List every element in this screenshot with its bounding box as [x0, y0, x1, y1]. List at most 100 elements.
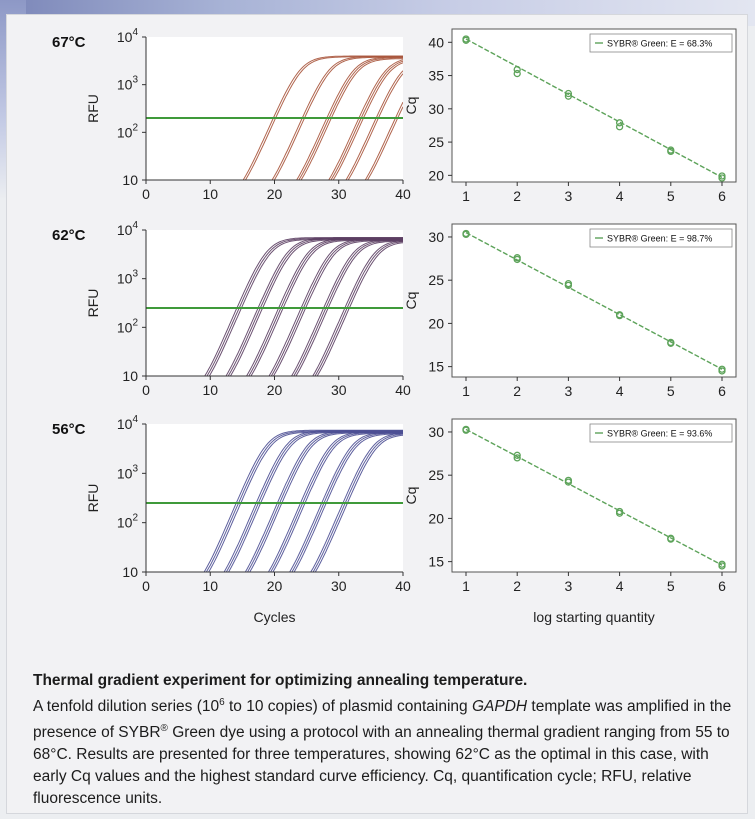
- y-tick-label: 25: [428, 272, 444, 288]
- plot-area: [451, 28, 737, 183]
- standard-curve-x-axis-label: log starting quantity: [533, 609, 654, 625]
- x-tick-label: 3: [565, 188, 573, 204]
- data-point: [462, 230, 470, 239]
- y-tick-exponent: 2: [132, 317, 138, 328]
- data-point: [462, 36, 470, 44]
- data-point: [718, 367, 726, 375]
- y-tick-label: 15: [428, 554, 444, 570]
- x-tick-label: 0: [142, 186, 150, 202]
- data-point: [513, 255, 521, 264]
- y-tick-label: 10: [122, 368, 138, 384]
- data-point: [718, 174, 726, 182]
- legend: SYBR® Green: E = 98.7%: [589, 228, 733, 248]
- amplification-curve: [244, 430, 403, 572]
- y-tick-label: 10: [122, 172, 138, 188]
- y-tick-label: 25: [428, 134, 444, 150]
- plot-area: [146, 37, 403, 180]
- legend-box: [589, 423, 733, 443]
- plot-area: [146, 230, 403, 376]
- amplification-curves: [203, 429, 403, 572]
- amplification-curve: [289, 431, 403, 572]
- amplification-curve: [300, 58, 403, 180]
- y-tick-exponent: 2: [132, 122, 138, 133]
- amplification-curve: [267, 431, 403, 572]
- legend: SYBR® Green: E = 68.3%: [589, 33, 733, 53]
- y-tick-label: 20: [428, 510, 444, 526]
- legend-box: [589, 228, 733, 248]
- amplification-curve: [345, 70, 403, 180]
- legend-label: SYBR® Green: E = 93.6%: [607, 429, 712, 439]
- x-tick-label: 1: [462, 578, 470, 594]
- amplification-curve: [314, 434, 403, 572]
- y-tick-exponent: 3: [132, 463, 138, 474]
- x-tick-label: 40: [395, 186, 411, 202]
- y-tick-label: 10: [122, 564, 138, 580]
- x-tick-label: 2: [513, 578, 521, 594]
- standard-curve-fit-line: [465, 232, 723, 370]
- data-point: [564, 281, 573, 290]
- legend-label: SYBR® Green: E = 98.7%: [607, 234, 712, 244]
- y-tick-label: 103: [117, 269, 139, 287]
- y-tick-base: 10: [117, 465, 133, 481]
- data-point: [513, 451, 521, 459]
- data-point: [615, 123, 624, 131]
- y-tick-label: 40: [428, 34, 444, 50]
- legend-box: [589, 33, 733, 53]
- legend: SYBR® Green: E = 93.6%: [589, 423, 733, 443]
- y-tick-label: 102: [117, 317, 139, 335]
- data-point: [615, 119, 624, 127]
- x-tick-label: 40: [395, 578, 411, 594]
- x-tick-label: 3: [565, 383, 573, 399]
- y-tick-base: 10: [117, 222, 133, 238]
- y-tick-base: 10: [117, 77, 133, 93]
- caption-registered-mark: ®: [160, 723, 168, 735]
- x-tick-label: 2: [513, 383, 521, 399]
- y-axis-label: RFU: [85, 484, 101, 513]
- y-tick-label: 102: [117, 513, 139, 531]
- y-tick-exponent: 4: [132, 27, 138, 38]
- x-tick-label: 5: [667, 578, 675, 594]
- y-tick-exponent: 3: [132, 75, 138, 86]
- amplification-curve: [295, 240, 403, 376]
- amplification-curve: [314, 241, 403, 376]
- data-point: [462, 426, 470, 434]
- amplification-curve: [271, 55, 403, 180]
- data-point: [564, 89, 573, 98]
- y-tick-base: 10: [117, 319, 133, 335]
- y-tick-exponent: 4: [132, 414, 138, 425]
- caption-text-2: to 10 copies) of plasmid containing: [224, 698, 472, 716]
- plot-area: [146, 424, 403, 572]
- y-tick-label: 104: [117, 27, 139, 45]
- standard-curve-fit-line: [465, 38, 723, 178]
- data-point: [667, 535, 675, 543]
- data-point: [513, 454, 521, 462]
- x-tick-label: 30: [331, 578, 347, 594]
- amplification-curve: [298, 57, 403, 180]
- y-tick-base: 10: [117, 29, 133, 45]
- amplification-curve: [245, 237, 403, 376]
- caption-text-3: template was amplified in the presence o…: [33, 698, 732, 742]
- data-point: [718, 562, 726, 570]
- standard-curve-plot-3: 1 2 3 4 5 6 15 20 25 30 Cq SYBR® Green: E = 93.6%: [403, 418, 737, 594]
- x-tick-label: 3: [565, 578, 573, 594]
- y-tick-label: 35: [428, 68, 444, 84]
- temperature-label: 67°C: [52, 34, 86, 51]
- x-tick-label: 10: [202, 382, 218, 398]
- amplification-curve: [332, 62, 403, 180]
- x-tick-label: 30: [331, 382, 347, 398]
- y-tick-label: 30: [428, 424, 444, 440]
- y-tick-label: 103: [117, 463, 139, 481]
- legend-label: SYBR® Green: E = 68.3%: [607, 39, 712, 49]
- x-tick-label: 0: [142, 578, 150, 594]
- x-tick-label: 0: [142, 382, 150, 398]
- temperature-label: 62°C: [52, 227, 86, 244]
- data-point: [667, 339, 675, 347]
- amplification-curve: [268, 238, 403, 376]
- amplification-curve: [291, 432, 403, 572]
